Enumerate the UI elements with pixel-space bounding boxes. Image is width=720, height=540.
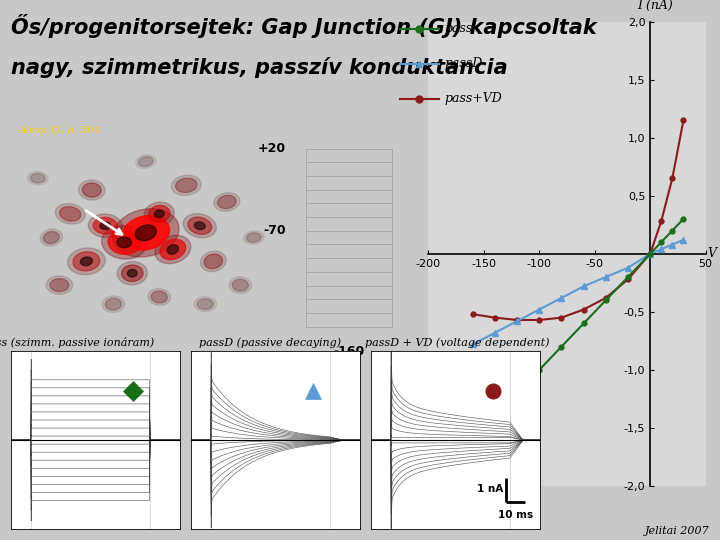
Ellipse shape <box>171 176 202 195</box>
Ellipse shape <box>217 195 236 208</box>
Ellipse shape <box>243 231 264 244</box>
Ellipse shape <box>112 208 179 257</box>
Text: -70: -70 <box>263 224 286 237</box>
Ellipse shape <box>144 202 174 226</box>
Text: passD (passive decaying): passD (passive decaying) <box>199 338 341 348</box>
Ellipse shape <box>246 233 261 242</box>
Ellipse shape <box>78 180 105 200</box>
Ellipse shape <box>167 245 179 254</box>
Text: nagy, szimmetrikus, passzív konduktancia: nagy, szimmetrikus, passzív konduktancia <box>11 57 508 78</box>
Ellipse shape <box>122 215 169 250</box>
Ellipse shape <box>155 210 164 218</box>
Ellipse shape <box>122 265 143 281</box>
Ellipse shape <box>127 269 137 277</box>
Ellipse shape <box>135 155 156 168</box>
Ellipse shape <box>43 232 59 244</box>
Ellipse shape <box>135 225 156 241</box>
Ellipse shape <box>151 291 167 303</box>
Ellipse shape <box>82 183 102 197</box>
Text: 1 nA: 1 nA <box>477 484 503 495</box>
Ellipse shape <box>188 217 212 234</box>
Ellipse shape <box>60 206 81 221</box>
Ellipse shape <box>89 214 122 238</box>
Text: V (mV): V (mV) <box>708 247 720 260</box>
Ellipse shape <box>194 222 205 230</box>
Ellipse shape <box>233 279 248 291</box>
Ellipse shape <box>229 277 251 293</box>
Text: pass: pass <box>444 22 472 35</box>
Ellipse shape <box>105 298 122 310</box>
Ellipse shape <box>102 226 147 259</box>
Ellipse shape <box>68 248 105 275</box>
Ellipse shape <box>30 173 45 183</box>
Ellipse shape <box>102 296 125 313</box>
Ellipse shape <box>93 218 117 234</box>
Text: -160: -160 <box>333 345 365 357</box>
Text: pass (szimm. passive ionáram): pass (szimm. passive ionáram) <box>0 338 155 348</box>
Text: Alexa Fl. h. 594: Alexa Fl. h. 594 <box>19 126 102 135</box>
Text: pass+VD: pass+VD <box>444 92 502 105</box>
Ellipse shape <box>214 193 240 211</box>
Ellipse shape <box>81 257 92 266</box>
Ellipse shape <box>117 261 148 285</box>
Ellipse shape <box>148 205 170 222</box>
Ellipse shape <box>200 251 226 272</box>
Ellipse shape <box>73 252 100 271</box>
Ellipse shape <box>50 279 69 292</box>
Text: passD + VD (voltage dependent): passD + VD (voltage dependent) <box>365 338 549 348</box>
Text: 10 ms: 10 ms <box>498 510 533 520</box>
Ellipse shape <box>117 237 132 248</box>
Ellipse shape <box>46 276 73 294</box>
Text: passD: passD <box>444 57 482 70</box>
Ellipse shape <box>138 157 153 166</box>
Ellipse shape <box>155 235 191 264</box>
Text: Jelitai 2007: Jelitai 2007 <box>644 525 709 536</box>
Ellipse shape <box>176 178 197 193</box>
Text: +20: +20 <box>258 142 286 155</box>
Ellipse shape <box>148 288 171 306</box>
Ellipse shape <box>204 254 222 269</box>
Ellipse shape <box>40 229 63 246</box>
Ellipse shape <box>100 222 111 230</box>
Ellipse shape <box>160 239 186 260</box>
Text: Ős/progenitorsejtek: Gap Junction (GJ) kapcsoltak: Ős/progenitorsejtek: Gap Junction (GJ) k… <box>11 14 597 37</box>
Ellipse shape <box>194 296 217 312</box>
Ellipse shape <box>108 231 140 254</box>
Ellipse shape <box>183 214 217 238</box>
Text: I (nA): I (nA) <box>636 0 672 12</box>
Ellipse shape <box>197 299 213 309</box>
Ellipse shape <box>27 172 48 185</box>
Ellipse shape <box>55 204 85 224</box>
